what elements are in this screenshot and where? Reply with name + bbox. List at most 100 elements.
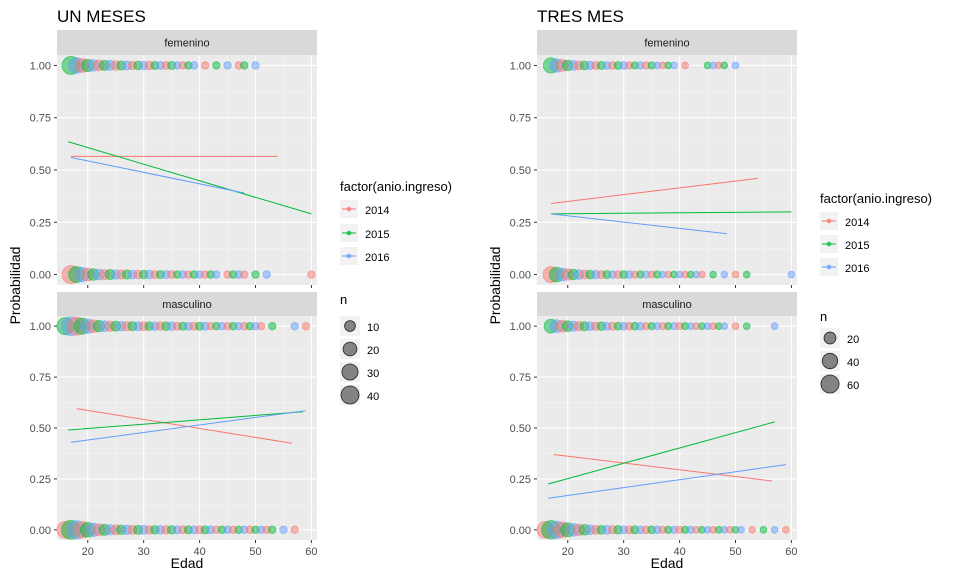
legend-size-label-40: 40 (367, 391, 379, 403)
data-point-y0 (720, 270, 729, 279)
legend-entry-2015: 2015 (845, 240, 869, 252)
legend-entry-2015: 2015 (365, 229, 389, 241)
data-point-y0 (737, 526, 745, 534)
data-point-y0 (770, 526, 779, 534)
data-point-y0 (731, 270, 740, 279)
x-tick-label: 50 (729, 546, 741, 558)
facet-panel-masculino: masculino 0.00 0.25 0.50 0.75 1.00 20 30 40 50 60 (30, 292, 318, 558)
data-point-y0 (268, 525, 277, 534)
legend-size-dot-10 (344, 320, 356, 332)
fit-line-2014 (553, 453, 772, 482)
x-tick-label: 20 (562, 546, 574, 558)
legend-size-label-20: 20 (367, 345, 379, 357)
data-point-y1 (212, 61, 221, 70)
legend-size-label-10: 10 (367, 322, 379, 334)
data-point-y1 (223, 61, 232, 70)
legend-size-label-60: 60 (847, 380, 859, 392)
y-tick-label: 0.25 (30, 474, 51, 486)
data-point-y0 (748, 526, 757, 534)
chart-1: UN MESES femenino 0.00 0.25 0.50 0.75 1.00 20 30… (7, 7, 452, 571)
fit-line-2016 (70, 156, 245, 194)
fit-line-2015 (548, 421, 775, 485)
data-point-y1 (770, 322, 779, 330)
fit-line-2016 (70, 410, 306, 443)
y-tick-label: 0.00 (510, 525, 531, 537)
data-point-y1 (189, 61, 199, 70)
data-point-y0 (709, 270, 717, 279)
x-tick-label: 40 (193, 546, 205, 558)
y-axis-label: Probabilidad (487, 247, 503, 325)
fit-line-2014 (550, 177, 758, 204)
legend-size-label-30: 30 (367, 368, 379, 380)
legend-key-dot-2015 (826, 241, 832, 247)
legend-title-size: n (340, 292, 347, 307)
data-point-y1 (731, 61, 740, 70)
x-tick-label: 40 (673, 546, 685, 558)
data-point-y1 (301, 322, 310, 331)
legend-title-colour: factor(anio.ingreso) (340, 179, 452, 194)
legend-size-dot-40 (340, 385, 360, 405)
legend-size-label-20: 20 (847, 334, 859, 346)
legend-key-dot-2016 (826, 264, 832, 270)
legend-title-size: n (820, 309, 827, 324)
legend-size-dot-20 (342, 341, 358, 357)
x-axis-label: Edad (651, 555, 684, 571)
legend-entry-2014: 2014 (365, 205, 389, 217)
legend-entry-2014: 2014 (845, 217, 869, 229)
chart-2: TRES MES femenino 0.00 0.25 0.50 0.75 1.00 20 30… (487, 7, 932, 571)
fit-line-2016 (548, 464, 786, 499)
x-tick-label: 60 (305, 546, 317, 558)
y-tick-label: 0.00 (30, 525, 51, 537)
x-tick-label: 30 (618, 546, 630, 558)
data-point-y1 (290, 322, 299, 331)
y-axis-label: Probabilidad (7, 247, 23, 325)
data-point-y1 (201, 61, 210, 70)
y-tick-label: 0.75 (510, 113, 531, 125)
facet-strip-label: femenino (644, 38, 689, 50)
facet-strip-label: femenino (164, 38, 209, 50)
y-tick-label: 0.50 (510, 165, 531, 177)
x-tick-label: 60 (785, 546, 797, 558)
legend-size-dot-20 (823, 331, 837, 345)
data-point-y1 (681, 61, 689, 70)
y-tick-label: 1.00 (510, 321, 531, 333)
y-tick-label: 1.00 (510, 60, 531, 72)
x-tick-label: 50 (249, 546, 261, 558)
y-tick-label: 1.00 (30, 60, 51, 72)
chart-title: UN MESES (57, 7, 146, 26)
data-point-y0 (262, 270, 271, 279)
y-tick-label: 0.25 (30, 217, 51, 229)
legend-entry-2016: 2016 (365, 252, 389, 264)
data-point-y0 (279, 525, 288, 534)
y-tick-label: 0.25 (510, 474, 531, 486)
fit-line-2016 (550, 213, 728, 235)
data-point-y1 (670, 61, 678, 70)
data-point-y0 (307, 270, 316, 279)
x-tick-label: 30 (138, 546, 150, 558)
facet-panel-masculino: masculino 0.00 0.25 0.50 0.75 1.00 20 30 40 50 60 (510, 292, 798, 558)
data-point-y1 (251, 61, 260, 70)
data-point-y0 (251, 270, 260, 279)
legend-size-label-40: 40 (847, 357, 859, 369)
data-point-y0 (787, 270, 796, 279)
y-tick-label: 0.25 (510, 217, 531, 229)
y-tick-label: 1.00 (30, 321, 51, 333)
fit-line-2015 (68, 141, 312, 215)
y-tick-label: 0.75 (30, 372, 51, 384)
data-point-y0 (698, 270, 706, 279)
chart-title: TRES MES (537, 7, 624, 26)
data-point-y1 (268, 322, 277, 331)
facet-strip-label: masculino (642, 299, 692, 311)
data-point-y1 (720, 322, 729, 330)
fit-line-2015 (550, 211, 792, 215)
legend-key-dot-2015 (346, 230, 352, 236)
y-tick-label: 0.50 (30, 165, 51, 177)
facet-strip (57, 292, 317, 316)
y-tick-label: 0.50 (510, 423, 531, 435)
legend-size-dot-30 (341, 363, 359, 381)
legend-key-dot-2016 (346, 253, 352, 259)
legend-entry-2016: 2016 (845, 263, 869, 275)
data-point-y0 (782, 526, 790, 534)
data-point-y1 (240, 61, 249, 70)
fit-line-2014 (76, 408, 292, 444)
